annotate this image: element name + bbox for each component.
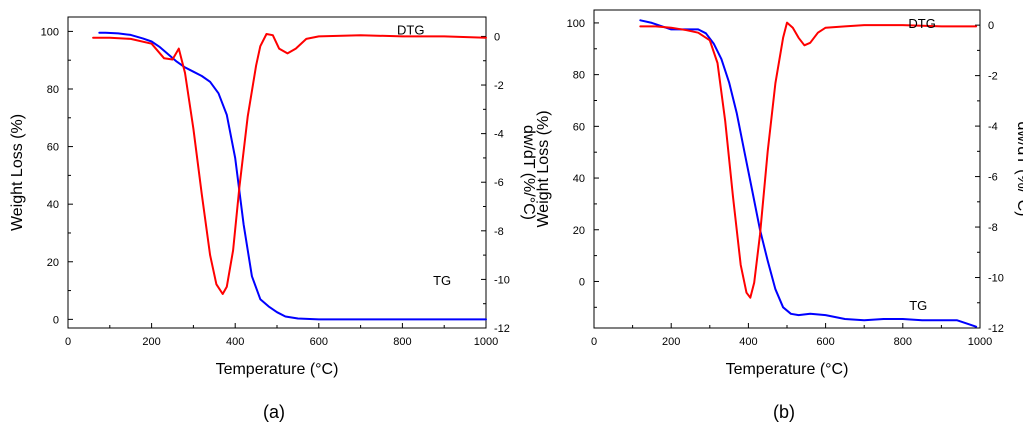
y2-tick-label: -2 xyxy=(988,71,998,83)
y2-tick-label: -8 xyxy=(494,226,504,238)
y2-tick-label: -4 xyxy=(988,121,998,133)
y2-tick-label: 0 xyxy=(494,31,500,43)
series-label-dtg: DTG xyxy=(908,16,935,31)
x-axis-title: Temperature (°C) xyxy=(726,361,849,378)
y-tick-label: 80 xyxy=(573,70,585,82)
x-tick-label: 0 xyxy=(591,336,597,348)
series-line-tg xyxy=(639,19,978,328)
y-tick-label: 60 xyxy=(47,142,59,154)
y2-tick-label: -8 xyxy=(988,222,998,234)
y2-tick-label: -10 xyxy=(988,273,1004,285)
y2-axis-title: dw/dT (%/°C) xyxy=(1014,121,1023,216)
series-line-tg xyxy=(98,31,487,321)
panel-caption: (a) xyxy=(263,402,285,422)
y-tick-label: 60 xyxy=(573,121,585,133)
x-tick-label: 400 xyxy=(739,336,757,348)
x-tick-label: 200 xyxy=(662,336,680,348)
plot-frame xyxy=(593,9,981,329)
x-tick-label: 1000 xyxy=(968,336,992,348)
series-line-dtg xyxy=(92,33,487,295)
series-label-tg: TG xyxy=(433,273,451,288)
x-tick-label: 0 xyxy=(65,336,71,348)
x-tick-label: 1000 xyxy=(474,336,498,348)
x-tick-label: 800 xyxy=(894,336,912,348)
y-tick-label: 0 xyxy=(53,314,59,326)
y2-tick-label: -10 xyxy=(494,274,510,286)
y-axis-title: Weight Loss (%) xyxy=(535,110,552,227)
series-label-tg: TG xyxy=(909,298,927,313)
y-axis-title: Weight Loss (%) xyxy=(9,114,26,231)
y2-tick-label: 0 xyxy=(988,20,994,32)
y-tick-label: 100 xyxy=(41,26,59,38)
y2-tick-label: -6 xyxy=(988,172,998,184)
y2-tick-label: -2 xyxy=(494,80,504,92)
plot-frame xyxy=(67,16,487,329)
y-tick-label: 40 xyxy=(573,173,585,185)
y2-tick-label: -6 xyxy=(494,177,504,189)
y2-tick-label: -4 xyxy=(494,129,504,141)
series-label-dtg: DTG xyxy=(397,22,424,37)
x-tick-label: 800 xyxy=(393,336,411,348)
y2-tick-label: -12 xyxy=(494,323,510,335)
y-tick-label: 0 xyxy=(579,276,585,288)
x-tick-label: 600 xyxy=(816,336,834,348)
y2-tick-label: -12 xyxy=(988,323,1004,335)
series-line-dtg xyxy=(639,21,978,299)
panel-caption: (b) xyxy=(773,402,795,422)
y-tick-label: 20 xyxy=(47,257,59,269)
x-tick-label: 600 xyxy=(310,336,328,348)
x-axis-title: Temperature (°C) xyxy=(216,361,339,378)
y-tick-label: 20 xyxy=(573,225,585,237)
y-tick-label: 80 xyxy=(47,84,59,96)
x-tick-label: 400 xyxy=(226,336,244,348)
y-tick-label: 40 xyxy=(47,199,59,211)
y2-axis-title: dw/dT (%/°C) xyxy=(520,125,537,220)
x-tick-label: 200 xyxy=(142,336,160,348)
y-tick-label: 100 xyxy=(567,18,585,30)
